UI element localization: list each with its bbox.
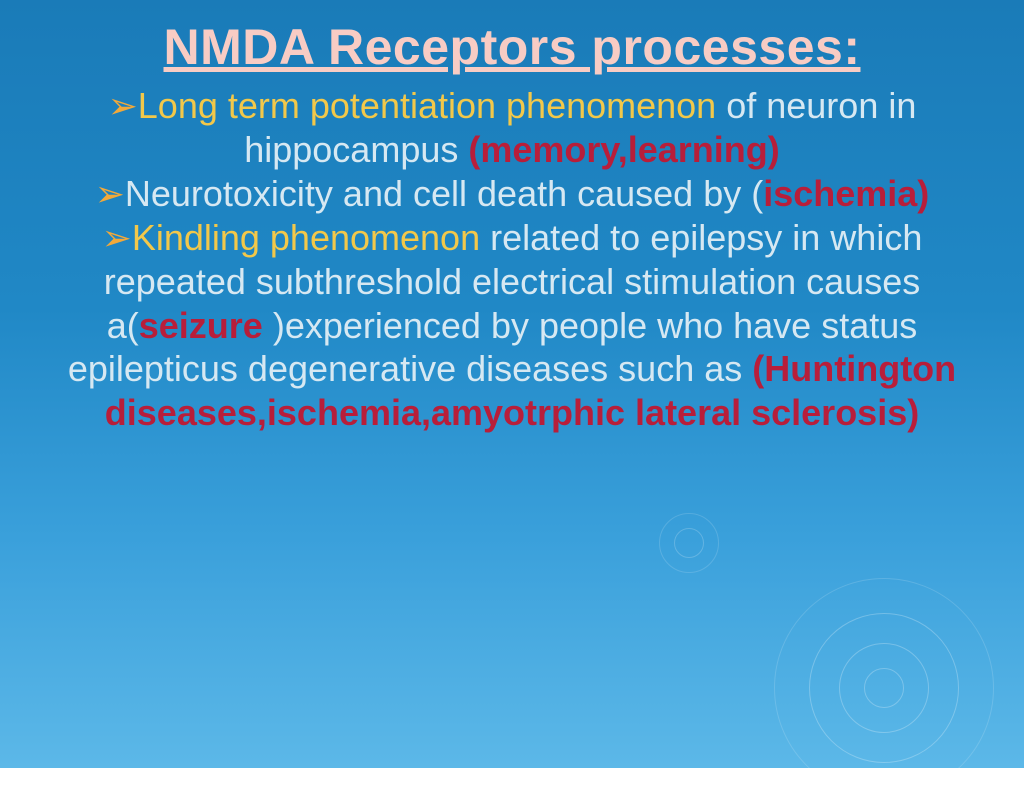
bullet-item: ➢Neurotoxicity and cell death caused by … — [95, 173, 930, 214]
text-segment: Long term potentiation phenomenon — [138, 85, 726, 126]
bullet-arrow-icon: ➢ — [95, 173, 125, 214]
bullet-arrow-icon: ➢ — [102, 217, 132, 258]
text-segment: (memory,learning) — [468, 129, 779, 170]
bullet-arrow-icon: ➢ — [108, 85, 138, 126]
text-segment: ischemia) — [763, 173, 929, 214]
bullet-item: ➢Long term potentiation phenomenon of ne… — [108, 85, 917, 170]
text-segment: Kindling phenomenon — [132, 217, 490, 258]
slide-body: ➢Long term potentiation phenomenon of ne… — [40, 84, 984, 435]
slide-title: NMDA Receptors processes: — [40, 18, 984, 76]
bullet-item: ➢Kindling phenomenon related to epilepsy… — [68, 217, 956, 434]
slide: NMDA Receptors processes: ➢Long term pot… — [0, 0, 1024, 768]
text-segment: seizure — [139, 305, 273, 346]
text-segment: Neurotoxicity and cell death caused by ( — [125, 173, 763, 214]
